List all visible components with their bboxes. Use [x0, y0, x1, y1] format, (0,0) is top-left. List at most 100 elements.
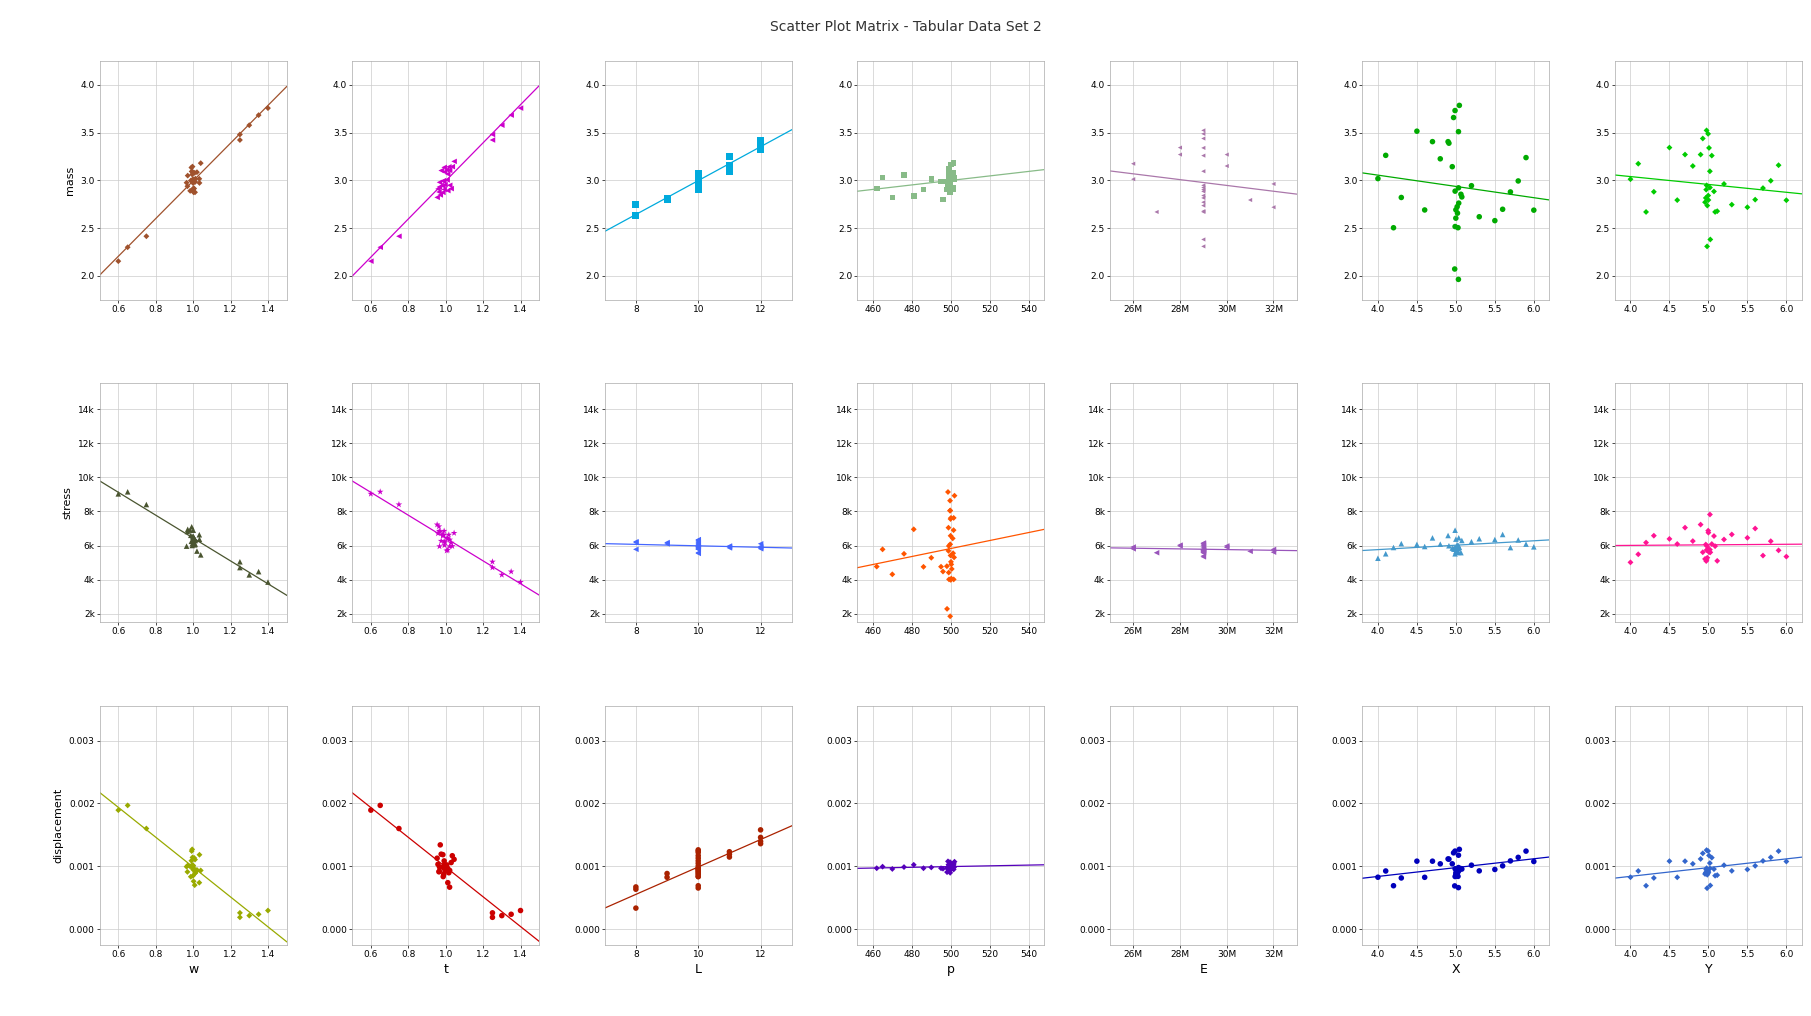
Point	[685, 174, 714, 190]
Point	[936, 172, 965, 188]
Point	[179, 530, 208, 547]
Point	[1691, 122, 1720, 138]
Point	[225, 126, 254, 142]
Point	[112, 484, 141, 500]
Point	[176, 173, 205, 189]
Point	[685, 539, 714, 556]
Point	[1188, 543, 1217, 559]
Point	[1378, 539, 1407, 556]
Point	[179, 529, 208, 546]
Point	[909, 181, 938, 197]
Point	[1489, 526, 1518, 543]
Point	[934, 565, 963, 581]
Point	[936, 169, 965, 185]
Point	[1119, 541, 1148, 557]
Point	[1443, 195, 1472, 211]
Point	[1188, 537, 1217, 554]
Point	[936, 572, 965, 588]
Point	[909, 559, 938, 575]
Point	[685, 850, 714, 867]
Point	[940, 172, 969, 188]
Point	[685, 179, 714, 195]
Point	[1364, 171, 1393, 187]
Point	[685, 538, 714, 555]
Point	[1465, 208, 1494, 225]
Point	[1693, 880, 1722, 896]
Point	[435, 158, 464, 175]
Point	[424, 856, 453, 873]
Point	[867, 542, 896, 558]
Point	[685, 536, 714, 553]
Point	[936, 493, 965, 509]
Point	[429, 523, 458, 539]
Point	[1691, 552, 1720, 568]
Point	[685, 864, 714, 880]
Point	[715, 157, 744, 174]
Point	[1717, 863, 1746, 879]
Point	[1259, 542, 1288, 558]
Point	[685, 168, 714, 184]
Point	[685, 538, 714, 555]
Point	[179, 529, 208, 546]
Point	[225, 909, 254, 926]
Point	[1440, 869, 1469, 885]
Point	[936, 503, 965, 519]
Point	[1188, 182, 1217, 198]
Point	[183, 862, 212, 878]
Point	[929, 191, 958, 207]
Point	[933, 178, 962, 194]
Point	[433, 861, 462, 877]
Point	[177, 533, 206, 550]
Point	[438, 158, 467, 175]
Point	[685, 172, 714, 188]
Point	[1411, 869, 1440, 885]
Point	[1693, 192, 1722, 208]
Point	[426, 538, 455, 555]
Point	[1690, 194, 1719, 210]
Point	[936, 548, 965, 564]
Point	[652, 534, 681, 551]
Point	[1710, 176, 1739, 192]
Point	[1188, 542, 1217, 558]
Point	[1188, 535, 1217, 552]
Point	[1443, 864, 1472, 880]
Point	[1166, 139, 1195, 155]
Point	[426, 523, 455, 539]
Point	[934, 177, 963, 193]
Point	[1733, 529, 1762, 546]
Point	[1447, 861, 1476, 877]
Point	[878, 189, 907, 205]
Point	[1512, 149, 1541, 166]
Point	[1639, 527, 1668, 544]
Point	[1434, 850, 1463, 867]
Point	[715, 849, 744, 866]
Point	[1639, 870, 1668, 886]
Point	[1480, 862, 1509, 878]
Point	[936, 502, 965, 518]
Point	[934, 161, 963, 177]
Point	[431, 863, 460, 879]
Point	[1443, 544, 1472, 560]
Point	[936, 168, 965, 184]
Point	[1695, 232, 1724, 248]
Point	[181, 174, 210, 190]
Point	[685, 537, 714, 554]
Point	[685, 539, 714, 556]
Point	[177, 160, 206, 176]
Point	[936, 176, 965, 192]
Point	[1615, 869, 1644, 885]
Point	[1702, 203, 1731, 219]
Point	[1364, 869, 1393, 885]
Point	[1440, 542, 1469, 558]
Point	[1434, 133, 1463, 149]
Point	[1259, 199, 1288, 215]
Point	[181, 532, 210, 549]
Point	[938, 168, 967, 184]
Point	[176, 183, 205, 199]
Point	[427, 846, 456, 863]
Point	[440, 525, 469, 542]
Point	[1695, 140, 1724, 156]
Point	[1662, 869, 1691, 885]
Point	[177, 164, 206, 180]
Point	[1443, 880, 1472, 896]
